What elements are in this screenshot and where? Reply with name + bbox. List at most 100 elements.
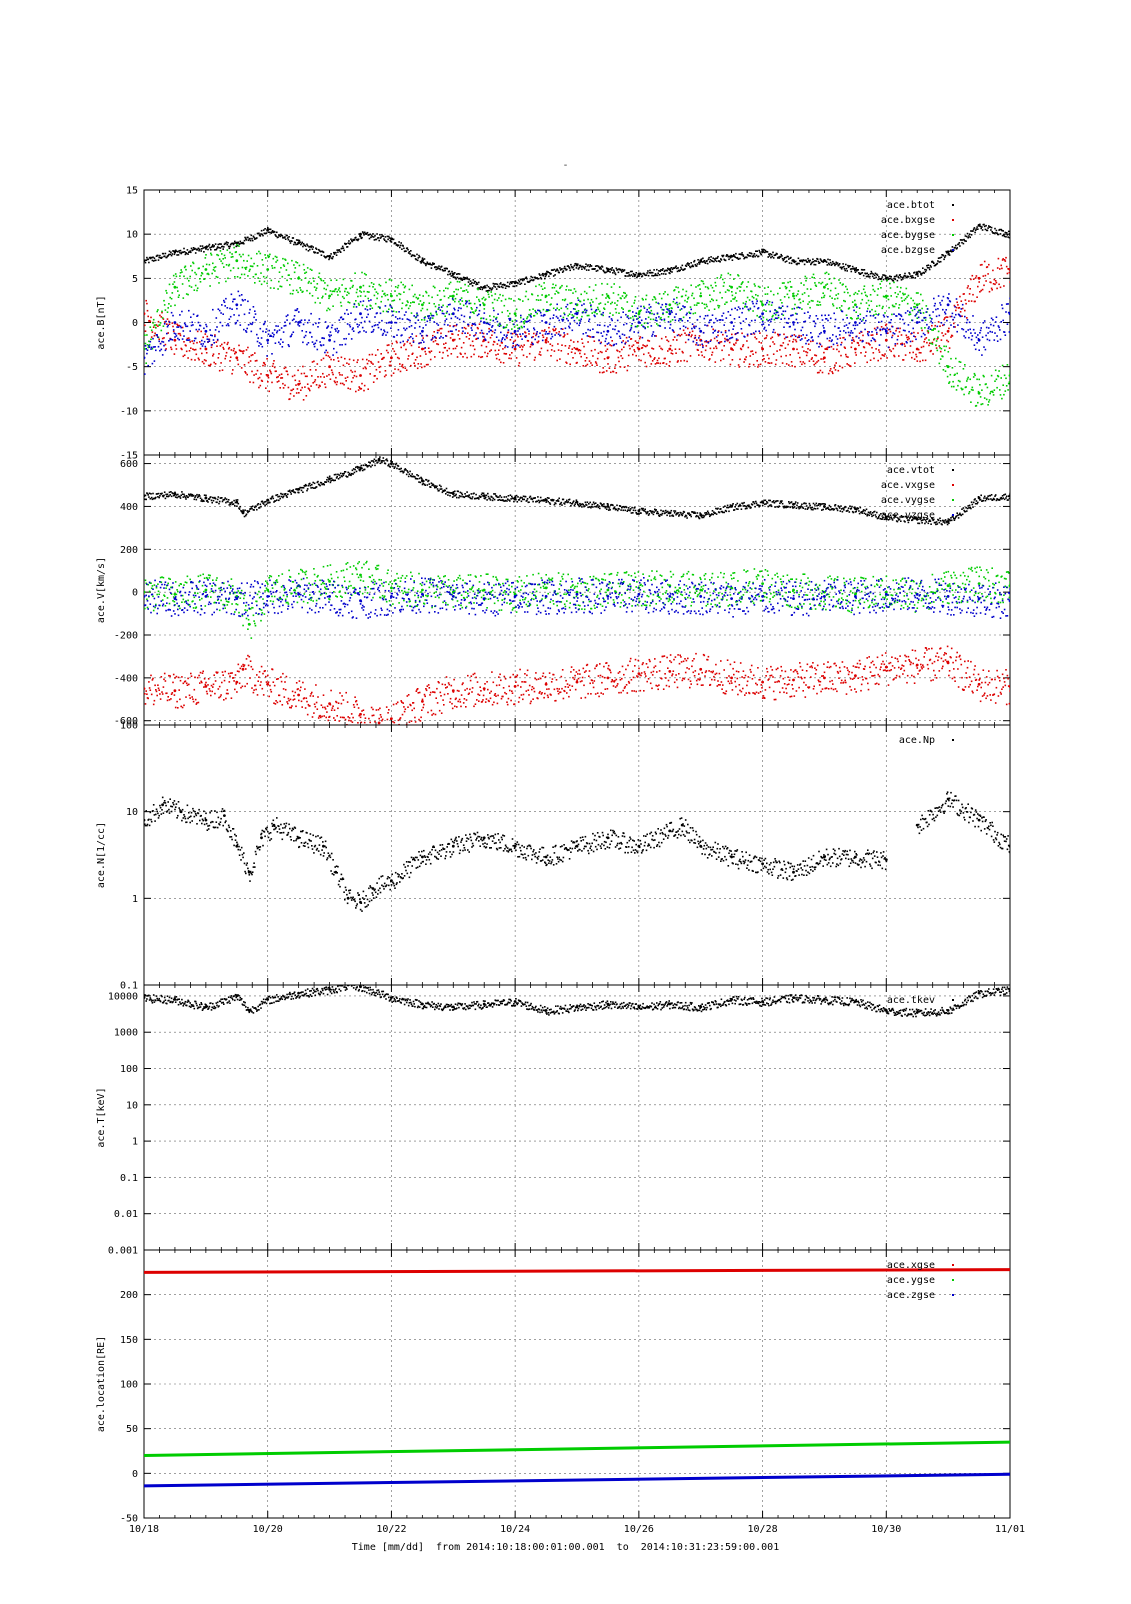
data-point (143, 312, 146, 315)
data-point (330, 280, 332, 282)
data-point (244, 314, 246, 316)
data-point (349, 359, 351, 361)
data-point (238, 345, 240, 347)
data-point (438, 267, 440, 269)
data-point (420, 363, 422, 365)
data-point (720, 360, 722, 362)
data-point (308, 282, 310, 284)
data-point (213, 267, 215, 269)
data-point (635, 272, 637, 274)
data-point (618, 361, 620, 363)
data-point (999, 389, 1001, 391)
data-point (770, 257, 772, 259)
data-point (358, 238, 360, 240)
data-point (474, 349, 476, 351)
data-point (668, 303, 671, 306)
data-point (923, 346, 925, 348)
data-point (793, 293, 795, 295)
data-point (516, 357, 518, 359)
data-point (332, 354, 334, 356)
data-point (386, 241, 388, 243)
data-point (831, 264, 833, 266)
data-point (205, 246, 208, 249)
data-point (853, 306, 855, 308)
data-point (798, 263, 800, 265)
data-point (922, 300, 924, 302)
data-point (483, 286, 486, 289)
data-point (995, 232, 997, 234)
data-point (623, 324, 625, 326)
data-point (530, 346, 532, 348)
data-point (431, 264, 433, 266)
data-point (178, 333, 180, 335)
data-point (609, 316, 611, 318)
data-point (382, 290, 384, 292)
data-point (520, 336, 522, 338)
data-point (517, 324, 519, 326)
data-point (651, 313, 653, 315)
data-point (800, 282, 802, 284)
data-point (969, 293, 971, 295)
data-point (322, 337, 324, 339)
data-point (728, 311, 730, 313)
data-point (989, 399, 991, 401)
data-point (481, 345, 483, 347)
data-point (701, 302, 703, 304)
data-point (871, 271, 873, 273)
data-point (568, 326, 570, 328)
data-point (387, 352, 389, 354)
data-point (818, 336, 820, 338)
data-point (416, 335, 418, 337)
data-point (229, 308, 231, 310)
data-point (153, 260, 155, 262)
data-point (778, 317, 780, 319)
data-point (163, 325, 165, 327)
data-point (797, 322, 799, 324)
data-point (726, 302, 728, 304)
data-point (490, 319, 492, 321)
data-point (182, 327, 184, 329)
data-point (907, 339, 909, 341)
data-point (761, 342, 763, 344)
data-point (315, 323, 317, 325)
data-point (755, 294, 757, 296)
data-point (272, 230, 274, 232)
data-point (771, 254, 773, 256)
data-point (188, 337, 190, 339)
data-point (412, 353, 414, 355)
data-point (187, 249, 189, 251)
data-point (202, 345, 204, 347)
data-point (310, 269, 312, 271)
data-point (858, 290, 860, 292)
data-point (754, 285, 756, 287)
data-point (561, 319, 563, 321)
data-point (499, 286, 501, 288)
data-point (763, 328, 765, 330)
data-point (433, 315, 435, 317)
data-point (721, 341, 723, 343)
data-point (336, 291, 338, 293)
data-point (332, 258, 334, 260)
data-point (620, 270, 622, 272)
data-point (405, 349, 407, 351)
data-point (263, 229, 265, 231)
data-point (735, 253, 737, 255)
data-point (311, 375, 313, 377)
data-point (458, 330, 460, 332)
data-point (289, 284, 291, 286)
data-point (405, 286, 407, 288)
data-point (817, 318, 819, 320)
data-point (181, 349, 183, 351)
data-point (827, 264, 829, 266)
data-point (147, 310, 149, 312)
data-point (198, 358, 200, 360)
data-point (175, 345, 177, 347)
data-point (939, 345, 941, 347)
data-point (167, 326, 169, 328)
data-point (351, 338, 353, 340)
data-point (182, 283, 184, 285)
data-point (394, 336, 396, 338)
data-point (261, 230, 263, 232)
data-point (315, 343, 317, 345)
data-point (580, 301, 582, 303)
